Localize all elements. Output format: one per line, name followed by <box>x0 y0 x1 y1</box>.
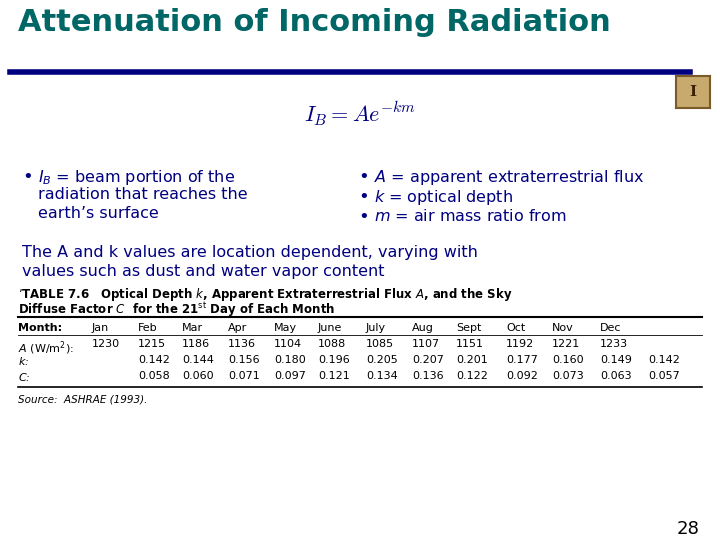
Text: Jan: Jan <box>92 323 109 333</box>
Text: Apr: Apr <box>228 323 247 333</box>
Text: •: • <box>358 188 369 206</box>
Text: •: • <box>22 168 32 186</box>
Text: 1221: 1221 <box>552 339 580 349</box>
Text: 0.136: 0.136 <box>412 371 444 381</box>
Text: 0.207: 0.207 <box>412 355 444 365</box>
Text: 0.122: 0.122 <box>456 371 488 381</box>
Text: Source:  ASHRAE (1993).: Source: ASHRAE (1993). <box>18 395 148 405</box>
Text: $I_B = Ae^{-km}$: $I_B = Ae^{-km}$ <box>304 100 416 128</box>
Text: $I_B$ = beam portion of the: $I_B$ = beam portion of the <box>38 168 235 187</box>
Text: 0.073: 0.073 <box>552 371 584 381</box>
Text: 1151: 1151 <box>456 339 484 349</box>
Text: Aug: Aug <box>412 323 434 333</box>
Text: 1088: 1088 <box>318 339 346 349</box>
Text: 0.071: 0.071 <box>228 371 260 381</box>
Text: •: • <box>358 168 369 186</box>
Text: Diffuse Factor $C$  for the 21$^\mathrm{st}$ Day of Each Month: Diffuse Factor $C$ for the 21$^\mathrm{s… <box>18 300 336 319</box>
Text: 1233: 1233 <box>600 339 628 349</box>
Text: 1186: 1186 <box>182 339 210 349</box>
Text: $A$ (W/m$^2$):: $A$ (W/m$^2$): <box>18 339 73 356</box>
Text: Month:: Month: <box>18 323 62 333</box>
Text: Nov: Nov <box>552 323 574 333</box>
Text: 0.196: 0.196 <box>318 355 350 365</box>
Text: 0.180: 0.180 <box>274 355 306 365</box>
Text: 1107: 1107 <box>412 339 440 349</box>
Text: 0.134: 0.134 <box>366 371 397 381</box>
Text: Dec: Dec <box>600 323 621 333</box>
Text: $m$ = air mass ratio from: $m$ = air mass ratio from <box>374 208 567 224</box>
Text: 0.058: 0.058 <box>138 371 170 381</box>
Text: $A$ = apparent extraterrestrial flux: $A$ = apparent extraterrestrial flux <box>374 168 644 187</box>
Text: $k$ = optical depth: $k$ = optical depth <box>374 188 513 207</box>
Text: 1136: 1136 <box>228 339 256 349</box>
Text: earth’s surface: earth’s surface <box>38 206 158 221</box>
Text: 0.177: 0.177 <box>506 355 538 365</box>
Text: Sept: Sept <box>456 323 482 333</box>
Text: •: • <box>358 208 369 226</box>
Text: June: June <box>318 323 343 333</box>
Text: values such as dust and water vapor content: values such as dust and water vapor cont… <box>22 264 384 279</box>
Text: 0.142: 0.142 <box>648 355 680 365</box>
Text: 1215: 1215 <box>138 339 166 349</box>
Text: 0.092: 0.092 <box>506 371 538 381</box>
Text: $k$:: $k$: <box>18 355 30 367</box>
Text: 0.205: 0.205 <box>366 355 397 365</box>
Text: radiation that reaches the: radiation that reaches the <box>38 187 248 202</box>
Text: July: July <box>366 323 386 333</box>
Text: 1104: 1104 <box>274 339 302 349</box>
Text: The A and k values are location dependent, varying with: The A and k values are location dependen… <box>22 245 478 260</box>
Text: May: May <box>274 323 297 333</box>
Text: 0.160: 0.160 <box>552 355 584 365</box>
Text: $C$:: $C$: <box>18 371 31 383</box>
Text: 0.156: 0.156 <box>228 355 260 365</box>
Text: 0.063: 0.063 <box>600 371 631 381</box>
Text: Oct: Oct <box>506 323 526 333</box>
Text: 0.144: 0.144 <box>182 355 214 365</box>
Text: 0.060: 0.060 <box>182 371 214 381</box>
Text: 1230: 1230 <box>92 339 120 349</box>
Text: I: I <box>690 85 696 99</box>
Text: 0.097: 0.097 <box>274 371 306 381</box>
Text: Feb: Feb <box>138 323 158 333</box>
Text: 0.142: 0.142 <box>138 355 170 365</box>
Text: Mar: Mar <box>182 323 203 333</box>
Text: ’TABLE 7.6   Optical Depth $k$, Apparent Extraterrestrial Flux $A$, and the Sky: ’TABLE 7.6 Optical Depth $k$, Apparent E… <box>18 286 513 303</box>
Text: 28: 28 <box>677 520 700 538</box>
Text: 0.149: 0.149 <box>600 355 632 365</box>
Text: 0.057: 0.057 <box>648 371 680 381</box>
Text: 1192: 1192 <box>506 339 534 349</box>
Text: Attenuation of Incoming Radiation: Attenuation of Incoming Radiation <box>18 8 611 37</box>
Text: 0.201: 0.201 <box>456 355 487 365</box>
Text: 0.121: 0.121 <box>318 371 350 381</box>
Text: 1085: 1085 <box>366 339 394 349</box>
